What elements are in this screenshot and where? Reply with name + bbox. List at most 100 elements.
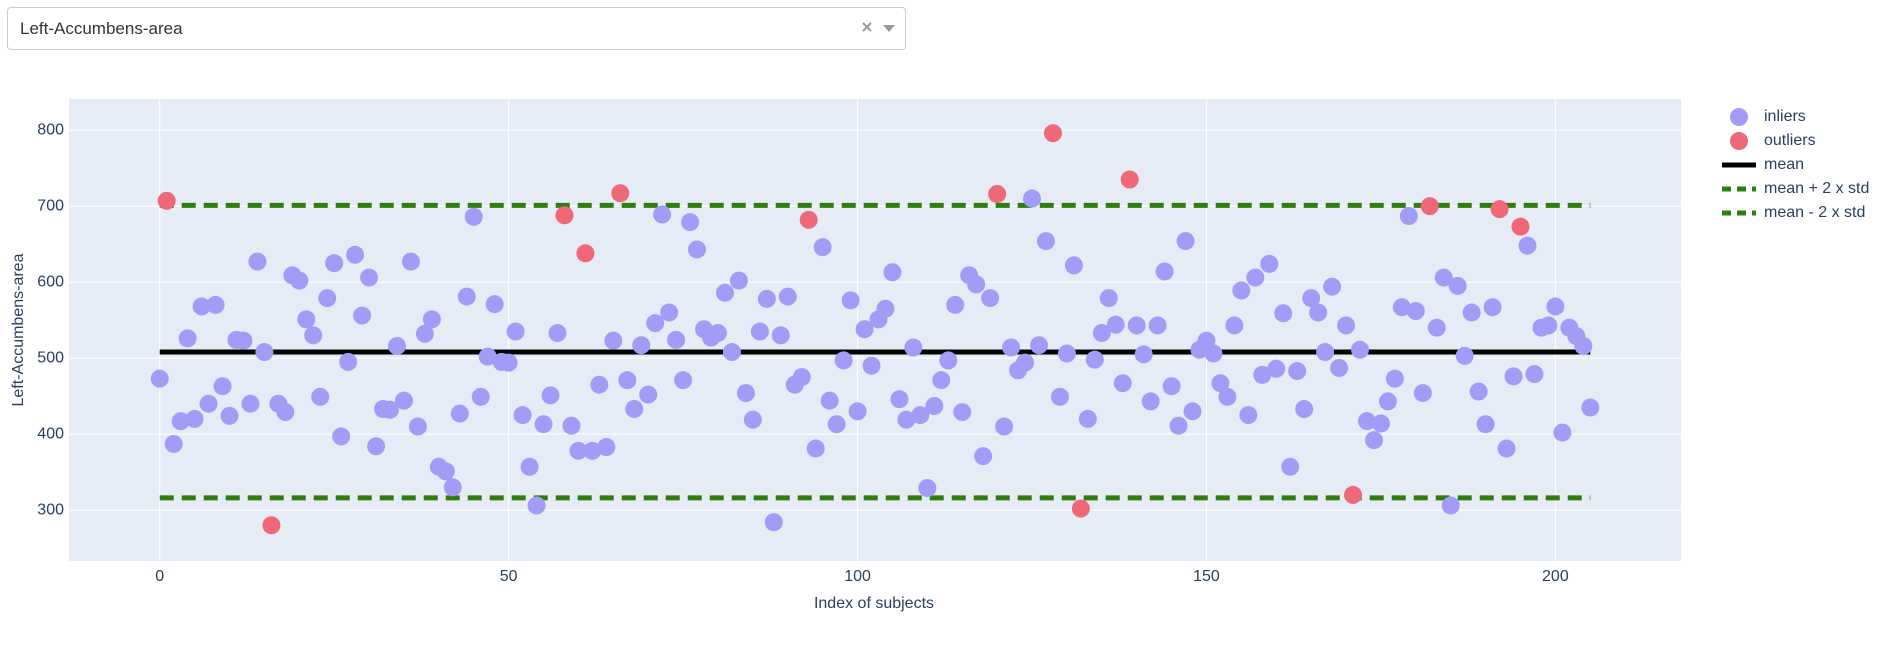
- dropdown-value: Left-Accumbens-area: [20, 19, 183, 38]
- legend-label: mean - 2 x std: [1764, 204, 1865, 221]
- y-tick-label: 800: [37, 121, 64, 138]
- data-point: [974, 447, 993, 466]
- data-point: [1211, 374, 1230, 393]
- data-point: [660, 303, 679, 322]
- data-point: [646, 314, 665, 333]
- legend-label: mean: [1764, 156, 1804, 173]
- data-point: [1323, 277, 1342, 296]
- data-point: [1239, 406, 1258, 425]
- data-point: [1553, 423, 1572, 442]
- data-point: [562, 416, 581, 435]
- data-point: [1476, 415, 1495, 434]
- data-point: [1225, 316, 1244, 335]
- data-point: [353, 306, 372, 325]
- data-point: [262, 516, 281, 535]
- data-point: [715, 283, 734, 302]
- data-point: [1316, 343, 1335, 362]
- data-point: [904, 338, 923, 357]
- data-point: [255, 343, 274, 362]
- data-point: [883, 263, 902, 282]
- data-point: [443, 478, 462, 497]
- data-point: [834, 351, 853, 370]
- data-point: [778, 287, 797, 306]
- data-point: [792, 368, 811, 387]
- data-point: [220, 406, 239, 425]
- data-point: [1218, 387, 1237, 406]
- data-point: [764, 513, 783, 532]
- data-point: [1385, 369, 1404, 388]
- data-point: [1330, 358, 1349, 377]
- data-point: [632, 336, 651, 355]
- data-point: [394, 391, 413, 410]
- data-point: [1427, 318, 1446, 337]
- legend-label: inliers: [1764, 108, 1806, 125]
- data-point: [981, 289, 1000, 308]
- data-point: [1420, 197, 1439, 216]
- data-point: [1302, 289, 1321, 308]
- data-point: [918, 479, 937, 498]
- data-point: [1337, 316, 1356, 335]
- data-point: [1078, 409, 1097, 428]
- data-point: [1267, 359, 1286, 378]
- data-point: [457, 287, 476, 306]
- data-point: [1281, 457, 1300, 476]
- data-point: [234, 331, 253, 350]
- data-point: [1392, 298, 1411, 317]
- data-point: [1350, 340, 1369, 359]
- data-point: [527, 496, 546, 515]
- data-point: [1525, 365, 1544, 384]
- data-point: [1504, 367, 1523, 386]
- data-point: [590, 375, 609, 394]
- data-point: [290, 271, 309, 290]
- data-point: [597, 438, 616, 457]
- dropdown[interactable]: Left-Accumbens-area: [7, 7, 906, 50]
- data-point: [436, 462, 455, 481]
- data-point: [1497, 439, 1516, 458]
- data-point: [506, 322, 525, 341]
- data-point: [569, 441, 588, 460]
- data-point: [192, 297, 211, 316]
- data-point: [1378, 392, 1397, 411]
- dropdown-arrow[interactable]: [882, 8, 898, 49]
- data-point: [995, 417, 1014, 436]
- data-point: [988, 184, 1007, 203]
- data-point: [241, 394, 260, 413]
- data-point: [1364, 431, 1383, 450]
- data-point: [513, 406, 532, 425]
- data-point: [360, 268, 379, 287]
- data-point: [464, 207, 483, 226]
- data-point: [1288, 362, 1307, 381]
- data-point: [1085, 350, 1104, 369]
- y-tick-label: 600: [37, 273, 64, 290]
- data-point: [653, 205, 672, 224]
- legend-label: outliers: [1764, 132, 1816, 149]
- data-point: [422, 310, 441, 329]
- data-point: [1155, 262, 1174, 281]
- data-point: [150, 369, 169, 388]
- clear-icon[interactable]: [861, 8, 875, 49]
- data-point: [1232, 281, 1251, 300]
- data-point: [548, 324, 567, 343]
- y-axis-title: Left-Accumbens-area: [10, 253, 27, 406]
- data-point: [1106, 315, 1125, 334]
- data-point: [1120, 170, 1139, 189]
- data-point: [946, 295, 965, 314]
- data-point: [1462, 303, 1481, 322]
- data-point: [541, 386, 560, 405]
- data-point: [1441, 496, 1460, 515]
- data-point: [611, 184, 630, 203]
- data-point: [1141, 392, 1160, 411]
- data-point: [164, 434, 183, 453]
- data-point: [862, 356, 881, 375]
- plot-background: [69, 99, 1681, 561]
- data-point: [1413, 384, 1432, 403]
- data-point: [1134, 345, 1153, 364]
- data-point: [729, 271, 748, 290]
- data-point: [1490, 200, 1509, 219]
- data-point: [346, 245, 365, 264]
- data-point: [967, 275, 986, 294]
- data-point: [1113, 374, 1132, 393]
- data-point: [813, 238, 832, 257]
- data-point: [911, 406, 930, 425]
